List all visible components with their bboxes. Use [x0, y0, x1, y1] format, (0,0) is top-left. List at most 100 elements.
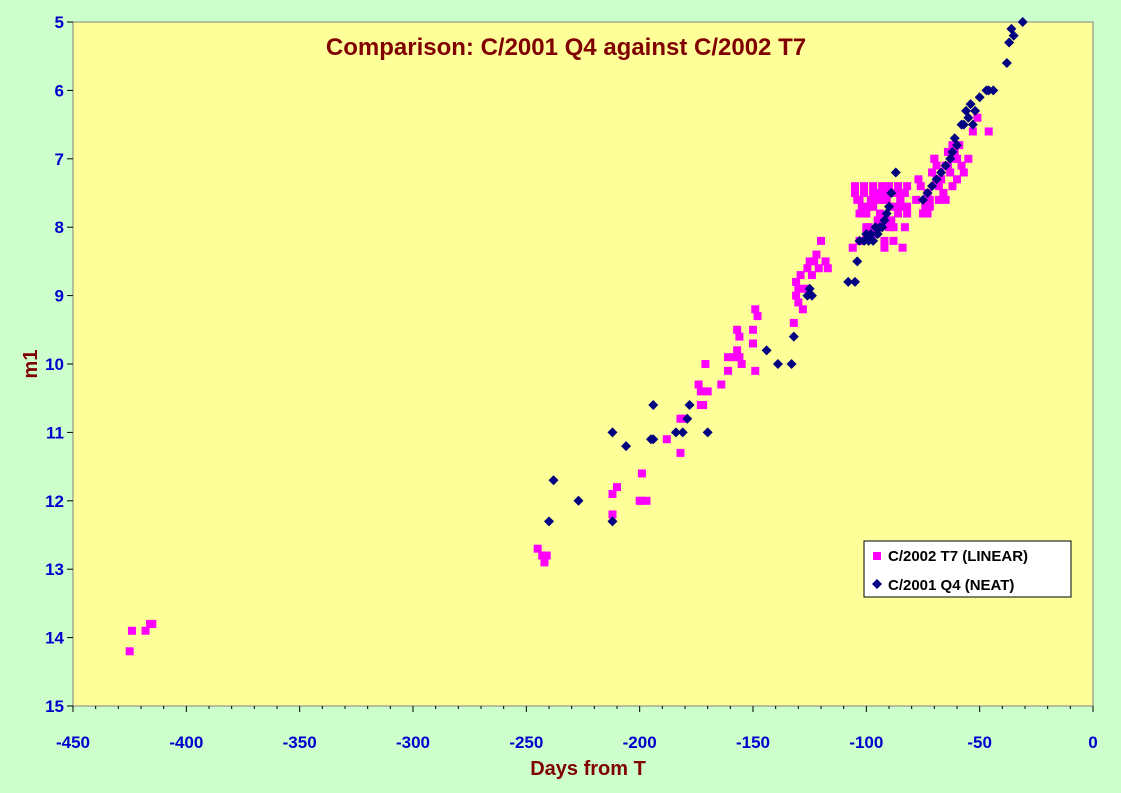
legend-label-neat: C/2001 Q4 (NEAT): [888, 577, 1014, 594]
data-point: [540, 558, 549, 567]
data-point: [869, 189, 878, 197]
data-point: [855, 195, 864, 204]
data-point: [923, 209, 932, 218]
data-point: [896, 195, 905, 204]
data-point: [953, 175, 961, 184]
data-point: [852, 256, 863, 267]
data-point: [817, 236, 825, 245]
data-point: [608, 510, 617, 519]
data-point: [922, 188, 933, 198]
data-point: [1004, 37, 1015, 48]
data-point: [148, 619, 157, 628]
data-point: [851, 182, 859, 191]
data-point: [735, 353, 744, 362]
data-point: [670, 427, 681, 438]
data-point: [1001, 58, 1012, 69]
chart-title: Comparison: C/2001 Q4 against C/2002 T7: [326, 34, 806, 61]
legend-marker-neat: [872, 579, 882, 589]
data-point: [730, 353, 739, 362]
y-tick-label: 12: [45, 492, 64, 511]
data-point: [916, 182, 925, 191]
data-point: [894, 182, 903, 191]
data-point: [753, 312, 762, 321]
x-tick-label: -400: [169, 733, 203, 752]
data-point: [973, 113, 982, 122]
x-tick-label: -50: [967, 733, 992, 752]
data-point: [866, 195, 875, 204]
data-point: [544, 516, 554, 527]
data-point: [607, 427, 618, 438]
y-tick-label: 10: [45, 355, 64, 374]
data-point: [794, 284, 803, 293]
data-point: [875, 189, 884, 197]
data-point: [875, 209, 884, 218]
x-tick-label: -100: [849, 733, 883, 752]
data-point: [701, 360, 710, 368]
y-tick-label: 8: [55, 218, 64, 237]
data-point: [789, 318, 798, 327]
data-point: [1017, 17, 1028, 27]
data-point: [823, 264, 832, 273]
data-point: [930, 154, 939, 163]
data-point: [970, 105, 981, 116]
data-point: [637, 496, 646, 505]
data-point: [869, 182, 878, 191]
data-point: [621, 441, 632, 452]
data-point: [798, 305, 807, 314]
x-tick-label: -450: [56, 733, 90, 752]
data-point: [878, 182, 887, 191]
data-point: [703, 387, 712, 396]
data-point: [751, 305, 760, 314]
data-point: [887, 216, 896, 225]
data-point: [931, 174, 942, 185]
data-point: [927, 181, 938, 192]
data-point: [542, 551, 551, 560]
plot-area: [72, 21, 1094, 707]
data-point: [900, 189, 909, 197]
data-point: [860, 182, 869, 191]
x-axis-label: Days from T: [530, 758, 646, 780]
data-point: [127, 626, 136, 635]
data-point: [934, 182, 943, 191]
data-point: [676, 448, 685, 457]
data-point: [812, 250, 821, 259]
data-point: [735, 332, 744, 341]
data-point: [868, 235, 879, 246]
data-point: [903, 182, 912, 191]
data-point: [891, 202, 900, 211]
data-point: [533, 544, 542, 553]
data-point: [939, 189, 948, 197]
data-point: [963, 112, 974, 123]
data-point: [921, 202, 930, 211]
y-tick-label: 7: [55, 150, 64, 169]
y-tick-label: 6: [55, 81, 64, 100]
series-1: [544, 17, 1028, 527]
y-tick-label: 13: [45, 560, 64, 579]
data-point: [648, 400, 659, 411]
data-point: [894, 209, 903, 218]
data-point: [947, 146, 958, 157]
data-point: [862, 223, 871, 232]
data-point: [814, 264, 823, 273]
data-point: [959, 168, 968, 177]
y-axis-label: m1: [20, 350, 42, 379]
data-point: [898, 243, 907, 252]
data-point: [724, 366, 733, 375]
data-point: [662, 435, 671, 444]
data-point: [637, 469, 646, 478]
data-point: [772, 359, 783, 369]
data-point: [900, 223, 909, 232]
data-point: [702, 427, 713, 438]
data-point: [696, 387, 705, 396]
data-point: [642, 496, 651, 505]
data-point: [958, 119, 969, 130]
data-point: [941, 195, 950, 204]
data-point: [884, 201, 894, 212]
data-point: [925, 195, 934, 204]
y-tick-label: 14: [45, 629, 64, 648]
data-point: [613, 483, 621, 492]
data-point: [946, 168, 955, 177]
data-point: [880, 236, 889, 245]
data-point: [607, 516, 618, 527]
